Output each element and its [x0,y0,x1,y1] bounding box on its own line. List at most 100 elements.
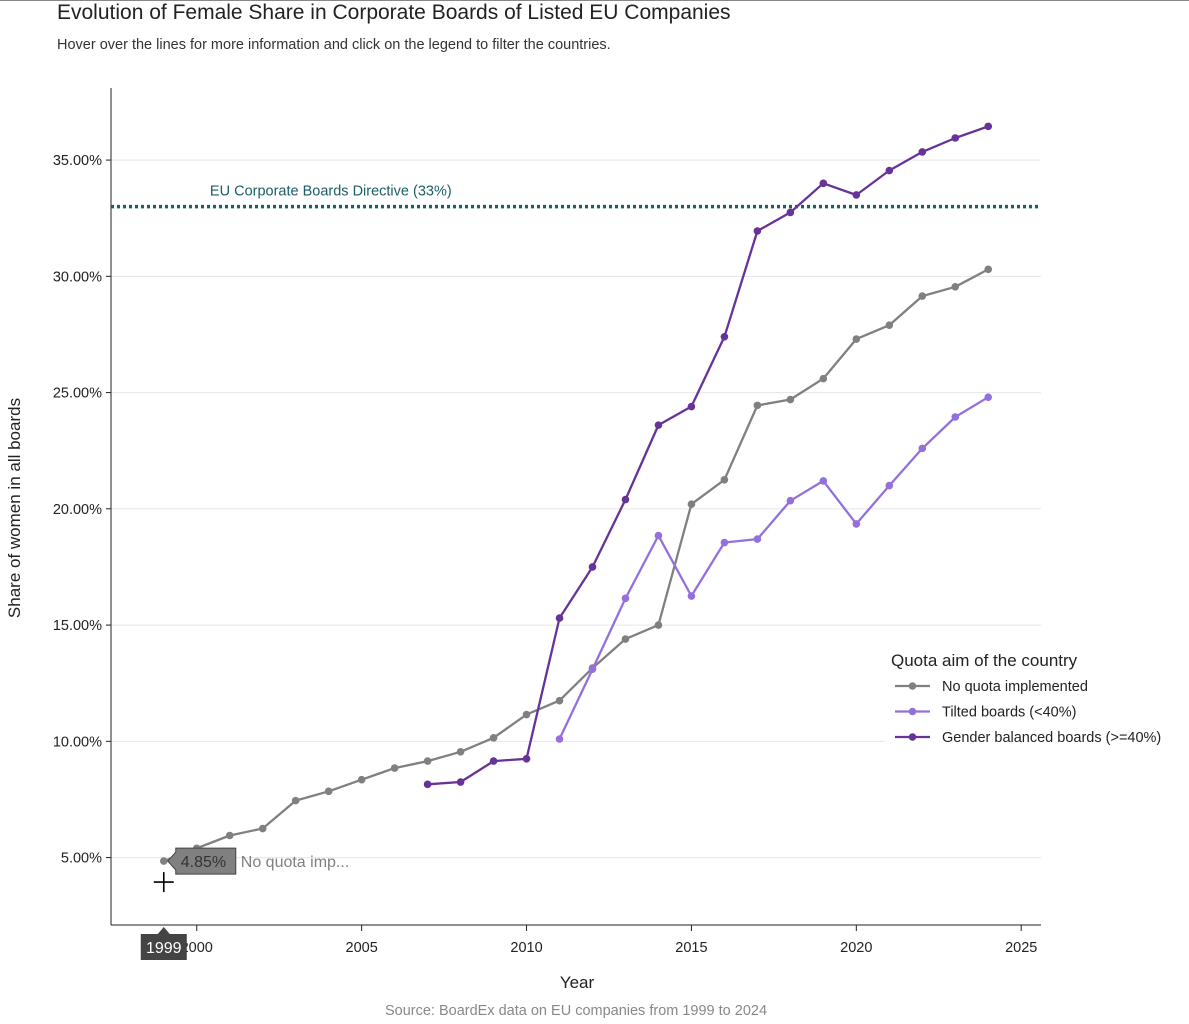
chart-series[interactable] [159,122,993,865]
data-point[interactable] [951,134,960,142]
data-point[interactable] [753,535,762,543]
data-point[interactable] [918,292,927,300]
data-point[interactable] [918,444,927,453]
data-point[interactable] [753,401,762,410]
legend-label[interactable]: Gender balanced boards (>=40%) [942,730,1161,746]
data-point[interactable] [390,764,399,772]
legend-label[interactable]: Tilted boards (<40%) [942,705,1076,721]
data-point[interactable] [951,413,960,421]
data-point[interactable] [918,148,927,156]
data-point[interactable] [225,831,234,840]
data-point[interactable] [687,402,696,411]
source-note: Source: BoardEx data on EU companies fro… [384,1003,768,1019]
data-point[interactable] [555,614,564,622]
data-point[interactable] [588,665,597,674]
data-point[interactable] [885,321,894,329]
data-point[interactable] [687,592,696,600]
x-tick-label: 2000 [181,940,213,956]
series-1[interactable] [159,265,993,865]
data-point[interactable] [984,393,993,402]
series-2[interactable] [555,393,993,743]
legend-item-1[interactable]: No quota implemented [895,679,1088,695]
data-point[interactable] [852,191,861,199]
x-tick-label: 2010 [510,940,542,956]
data-point[interactable] [324,787,333,796]
page-subtitle: Hover over the lines for more informatio… [57,37,611,53]
data-point[interactable] [819,477,828,485]
legend-label[interactable]: No quota implemented [942,679,1088,695]
data-point[interactable] [423,757,432,765]
hover-x-label: 1999 [146,940,182,957]
data-point[interactable] [489,757,498,765]
data-point[interactable] [489,734,498,742]
data-point[interactable] [621,495,630,504]
y-tick-label: 30.00% [53,269,102,285]
data-point[interactable] [258,824,267,833]
reference-line-label: EU Corporate Boards Directive (33%) [210,184,452,200]
data-point[interactable] [687,500,696,508]
y-tick-label: 15.00% [53,618,102,634]
data-point[interactable] [753,227,762,235]
x-tick-label: 2020 [840,940,872,956]
data-point[interactable] [456,747,465,756]
data-point[interactable] [984,265,993,274]
data-point[interactable] [819,374,828,383]
y-tick-label: 10.00% [53,734,102,750]
crosshair-cursor-icon [153,872,174,893]
axes [110,88,1041,926]
series-line[interactable] [427,125,989,786]
legend-swatch-dot [908,682,917,690]
series-3[interactable] [423,122,993,789]
data-point[interactable] [159,857,168,865]
y-axis-label: Share of women in all boards [5,398,24,618]
data-point[interactable] [456,778,465,786]
data-point[interactable] [852,520,861,528]
series-line[interactable] [163,268,989,863]
data-point[interactable] [786,395,795,404]
y-tick-label: 5.00% [61,851,102,867]
legend-item-3[interactable]: Gender balanced boards (>=40%) [895,730,1161,746]
top-border [0,0,1189,1]
eu-directive-reference: EU Corporate Boards Directive (33%) [111,184,1041,209]
x-tick-label: 2015 [675,940,707,956]
data-point[interactable] [522,710,531,719]
data-point[interactable] [720,475,729,484]
data-point[interactable] [588,563,597,571]
data-point[interactable] [555,735,564,743]
data-point[interactable] [291,796,300,805]
legend-swatch-dot [908,733,917,741]
y-tick-label: 25.00% [53,386,102,402]
data-point[interactable] [720,332,729,341]
data-point[interactable] [984,122,993,131]
data-point[interactable] [786,496,795,505]
data-point[interactable] [720,538,729,547]
data-point[interactable] [522,754,531,763]
data-point[interactable] [852,335,861,343]
y-tick-label: 35.00% [53,153,102,169]
legend-item-2[interactable]: Tilted boards (<40%) [895,705,1076,721]
data-point[interactable] [621,635,630,643]
y-tick-label: 20.00% [53,502,102,518]
data-point[interactable] [951,282,960,291]
series-line[interactable] [558,396,989,740]
y-axis-ticks: 5.00% 10.00% 15.00% 20.00% 25.00% 30.00% 35.00… [53,153,111,867]
hover-tooltip: 4.85% No quota imp... 1999 [140,847,349,960]
data-point[interactable] [621,594,630,603]
data-point[interactable] [885,166,894,175]
data-point[interactable] [786,208,795,217]
x-tick-label: 2005 [346,940,378,956]
data-point[interactable] [885,481,894,490]
data-point[interactable] [555,696,564,705]
data-point[interactable] [423,780,432,789]
data-point[interactable] [819,179,828,188]
data-point[interactable] [654,421,663,429]
data-point[interactable] [357,775,366,784]
hover-x-box [140,927,187,960]
x-axis-ticks: 2000 2005 2010 2015 2020 2025 [181,925,1037,956]
data-point[interactable] [654,621,663,629]
legend[interactable]: Quota aim of the country No quota impleme… [885,643,1187,758]
page-title: Evolution of Female Share in Corporate B… [57,1,731,24]
hover-value-label: 4.85% [181,854,226,871]
data-point[interactable] [654,531,663,540]
